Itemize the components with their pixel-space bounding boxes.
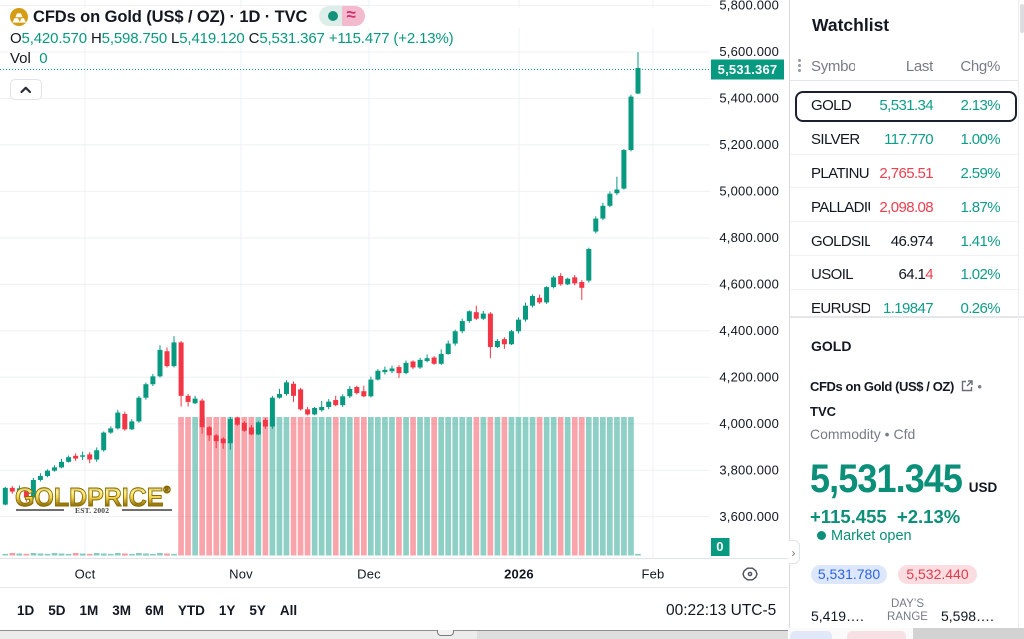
svg-text:5,531.367: 5,531.367 bbox=[718, 62, 778, 77]
svg-text:3,800.000: 3,800.000 bbox=[719, 462, 779, 477]
svg-text:4,800.000: 4,800.000 bbox=[719, 230, 779, 245]
svg-text:Nov: Nov bbox=[229, 567, 253, 582]
svg-text:0: 0 bbox=[716, 539, 723, 554]
svg-text:5,000.000: 5,000.000 bbox=[719, 184, 779, 199]
svg-text:2026: 2026 bbox=[504, 567, 534, 582]
svg-text:Dec: Dec bbox=[357, 567, 381, 582]
svg-text:4,200.000: 4,200.000 bbox=[719, 370, 779, 385]
svg-text:5,800.000: 5,800.000 bbox=[719, 0, 779, 13]
svg-text:3,600.000: 3,600.000 bbox=[719, 509, 779, 524]
svg-text:5,600.000: 5,600.000 bbox=[719, 44, 779, 59]
svg-text:Feb: Feb bbox=[641, 567, 664, 582]
svg-text:5,400.000: 5,400.000 bbox=[719, 91, 779, 106]
svg-text:4,400.000: 4,400.000 bbox=[719, 323, 779, 338]
svg-text:5,200.000: 5,200.000 bbox=[719, 137, 779, 152]
svg-text:4,600.000: 4,600.000 bbox=[719, 277, 779, 292]
svg-text:Oct: Oct bbox=[75, 567, 96, 582]
svg-text:4,000.000: 4,000.000 bbox=[719, 416, 779, 431]
